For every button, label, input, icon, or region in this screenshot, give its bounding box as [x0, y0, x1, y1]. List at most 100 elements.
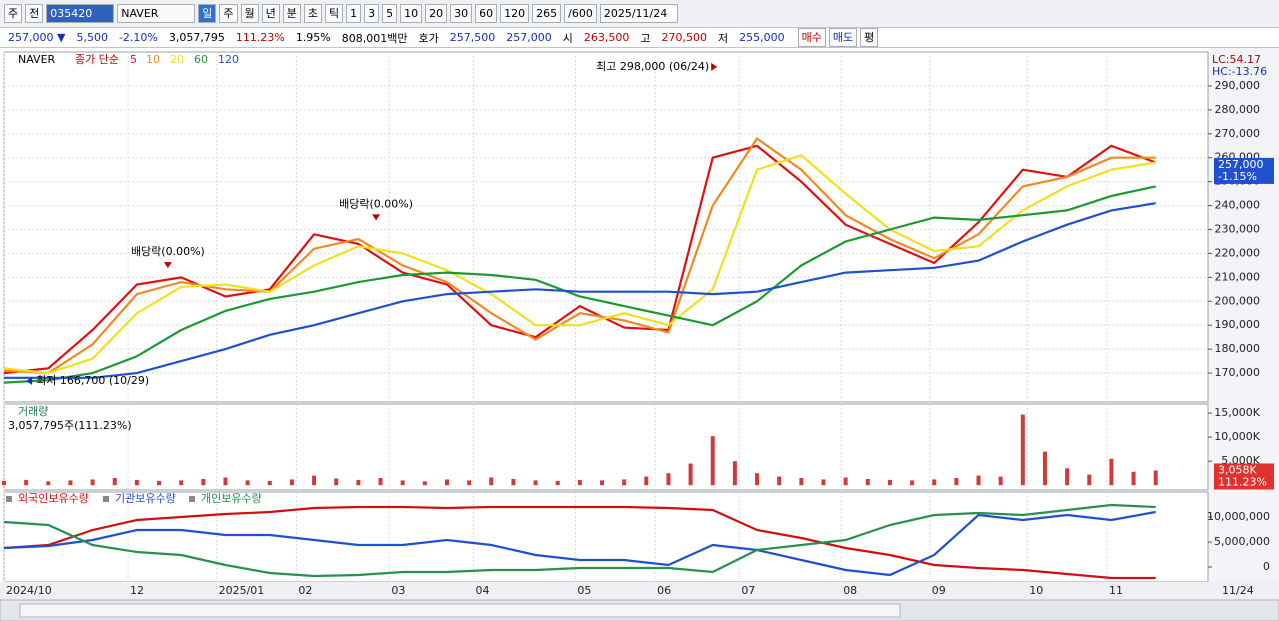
x-tick-label: 11: [1109, 584, 1123, 597]
scroll-thumb: [19, 603, 901, 618]
legend-entry: 개인보유수량: [201, 492, 262, 505]
toolbar-button[interactable]: 전: [25, 4, 44, 23]
quote-field: -2.10%: [118, 31, 158, 44]
last-tag-label: 257,000: [1218, 158, 1264, 171]
legend-entry: 20: [170, 53, 184, 66]
toolbar-button[interactable]: 30: [450, 4, 473, 23]
toolbar-button[interactable]: 2025/11/24: [599, 4, 678, 23]
volume-bar: [600, 480, 604, 486]
y-tick-label: 5,000,000: [1214, 535, 1270, 548]
volume-bar: [998, 476, 1003, 486]
series-line: [3, 510, 1156, 577]
y-tick-label: 190,000: [1215, 318, 1261, 331]
y-tick-label: 220,000: [1215, 246, 1261, 259]
toolbar-button[interactable]: 분: [282, 4, 301, 23]
series-line: [3, 505, 1156, 580]
panel-title: 거래량: [18, 405, 48, 418]
annotation-arrow: [26, 376, 33, 385]
x-tick-label: 04: [476, 584, 490, 597]
annotation: 배당락(0.00%): [339, 197, 413, 210]
legend-swatch: [189, 496, 195, 502]
volume-bar: [334, 478, 339, 486]
quote-field: 257,500: [449, 31, 496, 44]
annotation: 최고 298,000 (06/24): [596, 60, 709, 73]
volume-bar: [511, 478, 516, 486]
quote-field: 257,000 ▼: [8, 31, 66, 44]
y-tick-label: 270,000: [1215, 127, 1261, 140]
toolbar-button[interactable]: 초: [303, 4, 322, 23]
toolbar-button[interactable]: 035420: [46, 4, 115, 23]
volume-bar: [24, 479, 29, 486]
toolbar-button[interactable]: 주: [219, 4, 238, 23]
annotation-arrow: [163, 262, 172, 269]
quote-field: 시: [562, 31, 573, 45]
corner-label: HC:-13.76: [1212, 65, 1267, 78]
legend-entry: 60: [194, 53, 208, 66]
toolbar-button[interactable]: 20: [425, 4, 448, 23]
y-tick-label: 200,000: [1215, 294, 1261, 307]
toolbar-button[interactable]: 틱: [325, 4, 344, 23]
y-tick-label: 15,000K: [1214, 406, 1260, 419]
toolbar-button[interactable]: 1: [346, 4, 362, 23]
volume-bar: [976, 475, 981, 486]
volume-bar: [289, 479, 294, 486]
order-button[interactable]: 평: [860, 28, 879, 47]
volume-bar: [1087, 474, 1092, 486]
y-tick-label: 290,000: [1215, 79, 1261, 92]
toolbar-button[interactable]: 년: [261, 4, 280, 23]
last-tag-label: 3,058K: [1218, 464, 1257, 477]
y-tick-label: 180,000: [1215, 342, 1261, 355]
toolbar-button[interactable]: NAVER: [117, 4, 196, 23]
volume-bar: [1109, 458, 1114, 486]
series-line: [3, 154, 1156, 375]
toolbar-button[interactable]: 10: [400, 4, 423, 23]
y-tick-label: 0: [1263, 560, 1270, 573]
volume-bar: [954, 477, 959, 486]
volume-bar: [201, 478, 206, 486]
volume-bar: [134, 479, 139, 486]
toolbar-button[interactable]: 5: [382, 4, 398, 23]
y-tick-label: 10,000,000: [1207, 510, 1270, 523]
panel-subtitle: 3,057,795주(111.23%): [8, 419, 132, 432]
x-tick-label: 06: [657, 584, 671, 597]
x-tick-label: 02: [298, 584, 312, 597]
quote-field: 1.95%: [295, 31, 331, 44]
quote-field: 808,001백만: [341, 31, 408, 45]
order-button[interactable]: 매수: [797, 28, 826, 47]
toolbar-button[interactable]: 월: [240, 4, 259, 23]
toolbar-button[interactable]: 3: [364, 4, 380, 23]
quote-bar: 257,000 ▼ 5,500 -2.10% 3,057,795 111.23% 1.95…: [0, 28, 1279, 48]
volume-bar: [710, 436, 715, 486]
annotation-arrow: [711, 62, 718, 71]
toolbar-button[interactable]: 265: [532, 4, 562, 23]
volume-bar: [555, 480, 560, 486]
legend-swatch: [103, 496, 109, 502]
toolbar-button[interactable]: 주: [4, 4, 23, 23]
legend-entry: 120: [218, 53, 239, 66]
volume-bar: [799, 477, 804, 486]
series-line: [3, 503, 1156, 578]
volume-bar: [622, 479, 627, 486]
legend-entry: 5: [130, 53, 137, 66]
panel-title: NAVER: [18, 53, 56, 66]
y-tick-label: 10,000K: [1214, 430, 1260, 443]
volume-bar: [312, 475, 317, 486]
quote-field: 저: [718, 31, 729, 45]
corner-label: LC:54.17: [1212, 53, 1261, 66]
toolbar-button[interactable]: 60: [475, 4, 498, 23]
y-tick-label: 280,000: [1215, 103, 1261, 116]
volume-bar: [843, 477, 848, 486]
toolbar-button[interactable]: /600: [564, 4, 597, 23]
annotation: 배당락(0.00%): [131, 245, 205, 258]
series-line: [4, 202, 1156, 379]
toolbar-button[interactable]: 일: [198, 4, 217, 23]
volume-bar: [179, 480, 184, 486]
series-line: [3, 137, 1156, 375]
toolbar-button[interactable]: 120: [500, 4, 530, 23]
volume-bar: [157, 480, 162, 486]
volume-bar: [489, 477, 494, 486]
quote-field: 111.23%: [235, 31, 285, 44]
toolbar: 주 전 035420 NAVER 일 주 월 년 분 초 틱 1 3 5 10 20 30 60 120 265/60…: [0, 0, 1279, 28]
order-button[interactable]: 매도: [828, 28, 858, 47]
